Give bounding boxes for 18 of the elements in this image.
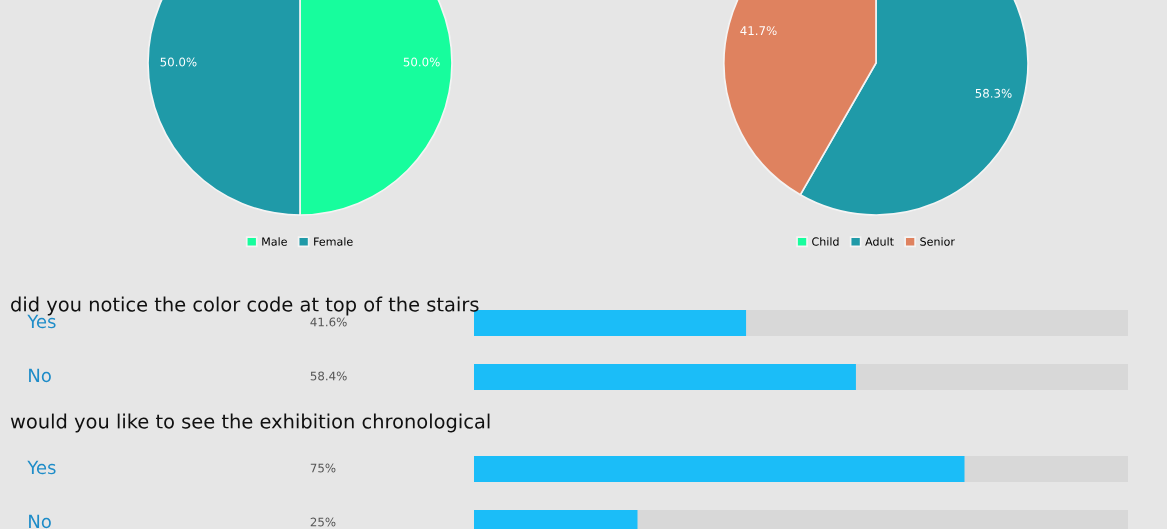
legend-label: Child [812,237,839,246]
legend-label: Male [262,237,287,246]
y-tick-label: Yes [27,460,56,475]
y-tick-label: Yes [27,314,56,329]
data-label: 50.0% [160,57,197,67]
legend-label: Female [314,237,353,246]
data-label: 41.6% [310,317,347,327]
y-tick-label: No [29,368,51,383]
y-tick-label: No [29,514,51,529]
data-label: 58.4% [310,371,347,381]
data-label: 75% [310,463,336,473]
data-label: 25% [310,517,336,527]
data-label: 50.0% [403,57,440,67]
data-label: 41.7% [740,26,777,36]
legend-label: Adult [865,237,894,246]
data-label: 58.3% [975,88,1012,98]
text: would you like to see the exhibition chronological [10,413,490,433]
legend-label: Senior [920,237,955,246]
